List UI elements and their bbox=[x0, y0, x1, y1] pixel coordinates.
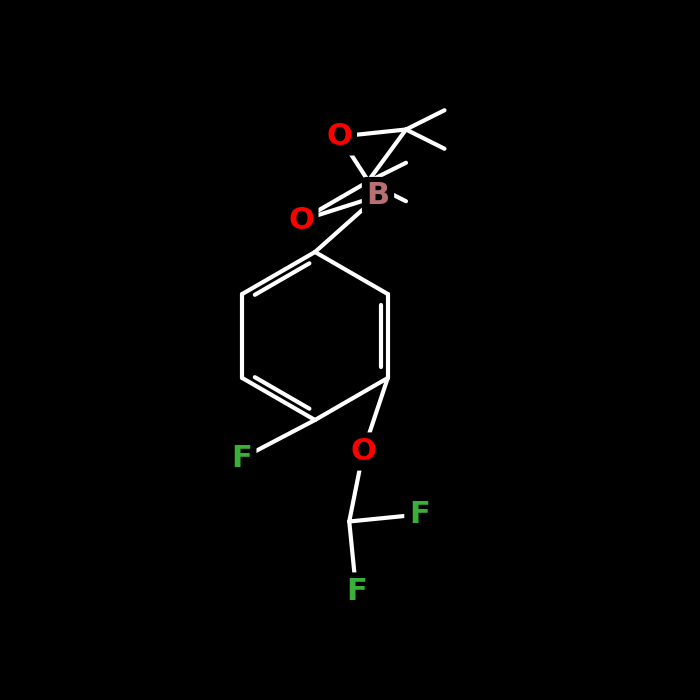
Text: F: F bbox=[346, 577, 367, 606]
Text: B: B bbox=[366, 181, 390, 211]
Text: F: F bbox=[231, 444, 252, 473]
Text: F: F bbox=[409, 500, 430, 529]
Text: O: O bbox=[350, 437, 376, 466]
Text: O: O bbox=[327, 122, 352, 151]
Text: O: O bbox=[288, 206, 314, 235]
